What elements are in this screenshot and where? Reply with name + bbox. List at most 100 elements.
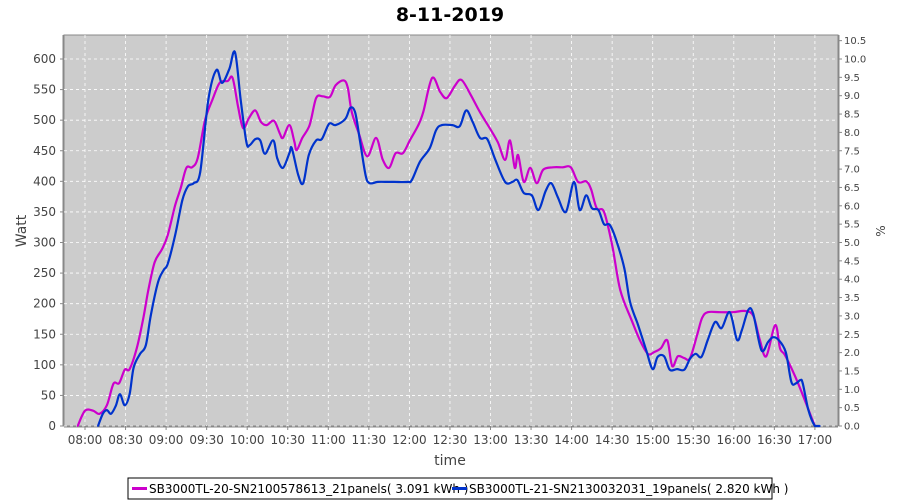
- data-point-series-2: [248, 144, 251, 147]
- data-point-series-1: [453, 85, 456, 87]
- data-point-series-2: [668, 368, 671, 371]
- data-point-series-2: [139, 352, 142, 355]
- data-point-series-2: [254, 138, 257, 141]
- data-point-series-2: [349, 107, 352, 109]
- data-point-series-2: [795, 382, 798, 385]
- data-point-series-2: [207, 99, 210, 101]
- data-point-series-1: [388, 167, 390, 169]
- y2-tick-label: 0.0: [844, 422, 860, 433]
- data-point-series-2: [747, 308, 750, 311]
- x-tick-label: 15:30: [676, 433, 711, 447]
- data-point-series-2: [537, 209, 540, 212]
- data-point-series-1: [301, 137, 304, 139]
- data-point-series-1: [561, 166, 564, 169]
- data-point-series-2: [603, 223, 605, 226]
- chart-title: 8-11-2019: [396, 4, 504, 26]
- y-tick-label: 450: [33, 144, 56, 158]
- data-point-series-2: [387, 181, 390, 183]
- x-tick-label: 09:00: [149, 433, 184, 447]
- data-point-series-1: [402, 152, 404, 155]
- data-point-series-1: [136, 346, 138, 349]
- legend-label-series-1: SB3000TL-20-SN2100578613_21panels( 3.091…: [149, 482, 468, 496]
- data-point-series-2: [106, 409, 108, 411]
- data-point-series-1: [84, 409, 86, 412]
- data-point-series-2: [663, 355, 665, 358]
- data-point-series-1: [585, 180, 588, 183]
- x-tick-label: 14:30: [595, 433, 630, 447]
- y2-tick-label: 1.0: [844, 385, 860, 396]
- x-tick-label: 12:00: [392, 433, 427, 447]
- data-point-series-2: [522, 192, 525, 194]
- data-point-series-2: [334, 124, 337, 126]
- y-axis-left: 0 50 100 150 200 250 300 350 400 450 500 550 600: [33, 35, 64, 433]
- data-point-series-1: [460, 78, 463, 81]
- data-point-series-2: [119, 393, 121, 396]
- x-tick-label: 08:30: [108, 433, 143, 447]
- y2-tick-label: 3.0: [844, 311, 860, 322]
- data-point-series-1: [577, 181, 579, 183]
- x-axis: 08:00 08:30 09:00 09:30 10:00 10:30 11:00 11:30…: [64, 426, 838, 447]
- data-point-series-1: [278, 132, 281, 134]
- y-tick-label: 600: [33, 52, 56, 66]
- data-point-series-2: [157, 281, 159, 284]
- data-point-series-2: [516, 179, 519, 182]
- data-point-series-1: [92, 409, 94, 412]
- series-line-2: [96, 50, 820, 428]
- data-point-series-2: [799, 379, 802, 381]
- data-point-series-1: [174, 204, 176, 207]
- data-point-series-2: [162, 269, 165, 271]
- data-point-series-1: [509, 139, 511, 142]
- data-point-series-2: [264, 152, 266, 155]
- data-point-series-1: [431, 77, 433, 79]
- data-point-series-1: [611, 244, 613, 246]
- y-tick-label: 50: [41, 388, 56, 402]
- data-point-series-2: [706, 338, 709, 341]
- data-point-series-1: [76, 425, 79, 427]
- data-point-series-1: [179, 187, 182, 190]
- x-tick-label: 13:00: [473, 433, 508, 447]
- data-point-series-1: [479, 111, 481, 114]
- y2-tick-label: 8.5: [844, 110, 860, 121]
- y2-tick-label: 0.5: [844, 403, 860, 414]
- data-point-series-2: [767, 341, 769, 344]
- data-point-series-1: [445, 97, 448, 99]
- data-point-series-2: [629, 300, 631, 303]
- data-point-series-2: [192, 182, 195, 185]
- data-point-series-1: [282, 137, 284, 139]
- data-point-series-1: [366, 155, 369, 158]
- data-point-series-1: [779, 347, 781, 350]
- data-point-series-1: [98, 412, 101, 415]
- data-point-series-2: [656, 356, 659, 358]
- data-point-series-1: [293, 140, 296, 142]
- x-tick-label: 16:00: [717, 433, 752, 447]
- y2-tick-label: 2.0: [844, 348, 860, 359]
- grid-lines: [64, 35, 838, 427]
- data-point-series-1: [260, 121, 262, 123]
- y-tick-label: 100: [33, 358, 56, 372]
- data-point-series-2: [615, 239, 618, 242]
- data-point-series-2: [282, 167, 284, 169]
- x-tick-label: 17:00: [798, 433, 833, 447]
- data-point-series-2: [504, 181, 506, 183]
- data-point-series-2: [239, 99, 242, 101]
- data-point-series-1: [619, 289, 622, 292]
- data-point-series-2: [700, 356, 703, 358]
- data-point-series-2: [814, 425, 816, 427]
- data-point-series-2: [187, 185, 189, 188]
- data-point-series-2: [531, 194, 533, 197]
- data-point-series-1: [765, 355, 768, 358]
- y-tick-label: 500: [33, 113, 56, 127]
- y2-tick-label: 4.0: [844, 275, 860, 286]
- data-point-series-1: [569, 166, 572, 169]
- data-point-series-1: [346, 86, 349, 89]
- data-point-series-2: [451, 124, 454, 126]
- data-point-series-1: [529, 167, 532, 169]
- data-point-series-2: [276, 157, 279, 160]
- data-point-series-2: [181, 199, 184, 202]
- data-point-series-1: [801, 393, 804, 396]
- data-point-series-2: [784, 351, 787, 353]
- data-point-series-2: [393, 181, 396, 183]
- data-point-series-2: [149, 315, 152, 317]
- y2-tick-label: 9.5: [844, 73, 860, 84]
